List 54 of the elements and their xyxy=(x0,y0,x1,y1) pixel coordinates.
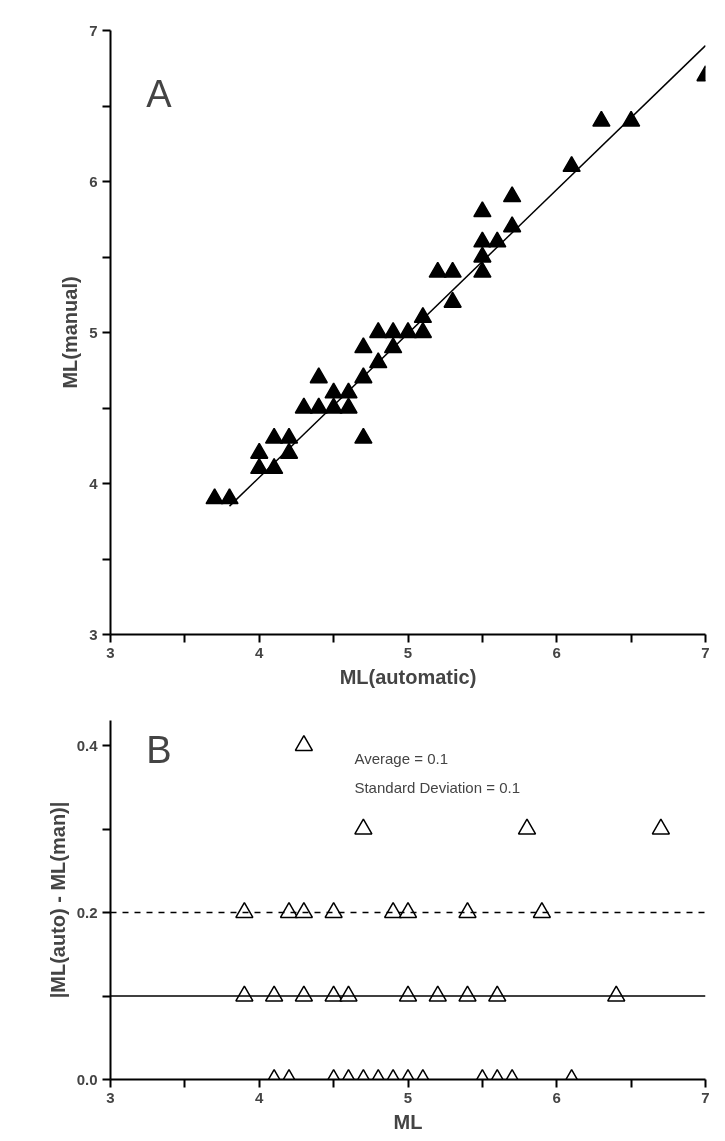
point xyxy=(250,457,269,475)
point xyxy=(473,246,492,263)
point xyxy=(413,321,433,339)
x-tick-label: 3 xyxy=(106,1088,115,1106)
y-axis-title: ML(manual) xyxy=(59,276,82,389)
point xyxy=(339,397,358,414)
y-tick-label: 0.0 xyxy=(76,1070,98,1088)
point xyxy=(383,321,403,339)
annotation: B xyxy=(146,728,172,771)
x-axis-title: ML xyxy=(393,1110,423,1133)
y-axis-title: |ML(auto) - ML(man)| xyxy=(46,801,69,999)
x-tick-label: 4 xyxy=(255,1088,265,1106)
x-tick-label: 5 xyxy=(403,1088,413,1106)
annotation: A xyxy=(146,73,173,116)
x-tick-label: 6 xyxy=(552,643,561,661)
y-tick-label: 7 xyxy=(89,21,98,39)
point xyxy=(473,231,492,248)
y-tick-label: 5 xyxy=(89,323,98,341)
annotation: Average = 0.1 xyxy=(354,750,448,768)
point xyxy=(473,201,492,218)
point xyxy=(488,231,507,248)
point xyxy=(562,155,581,173)
point xyxy=(592,110,611,127)
y-tick-label: 3 xyxy=(89,625,98,643)
annotation: Standard Deviation = 0.1 xyxy=(354,778,520,796)
point xyxy=(309,367,328,384)
point xyxy=(324,382,343,399)
point xyxy=(369,321,388,339)
x-tick-label: 6 xyxy=(552,1088,561,1106)
point xyxy=(250,442,269,459)
point xyxy=(354,427,373,444)
y-tick-label: 0.2 xyxy=(76,903,98,921)
point xyxy=(354,337,373,354)
point xyxy=(443,261,462,278)
point xyxy=(279,427,299,444)
point xyxy=(264,427,284,444)
point xyxy=(205,488,224,505)
point xyxy=(428,261,447,278)
y-tick-label: 0.4 xyxy=(76,736,99,754)
point xyxy=(294,397,314,414)
x-tick-label: 4 xyxy=(255,643,265,661)
x-tick-label: 7 xyxy=(701,643,710,661)
point xyxy=(339,382,358,399)
x-tick-label: 5 xyxy=(403,643,413,661)
point xyxy=(309,397,328,414)
x-tick-label: 7 xyxy=(701,1088,710,1106)
x-tick-label: 3 xyxy=(106,643,115,661)
y-tick-label: 6 xyxy=(89,172,98,190)
y-tick-label: 4 xyxy=(89,474,99,492)
point xyxy=(443,291,462,308)
x-axis-title: ML(automatic) xyxy=(339,665,477,688)
point xyxy=(502,186,522,203)
point xyxy=(220,488,239,505)
point xyxy=(473,261,492,278)
